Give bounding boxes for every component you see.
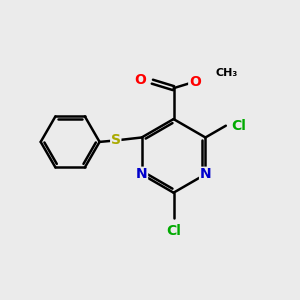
Text: N: N <box>136 167 148 181</box>
Text: CH₃: CH₃ <box>215 68 238 78</box>
Text: S: S <box>111 134 121 147</box>
Text: N: N <box>200 167 211 181</box>
Text: O: O <box>189 75 201 89</box>
Text: Cl: Cl <box>231 119 246 133</box>
Text: O: O <box>135 73 146 87</box>
Text: Cl: Cl <box>166 224 181 238</box>
